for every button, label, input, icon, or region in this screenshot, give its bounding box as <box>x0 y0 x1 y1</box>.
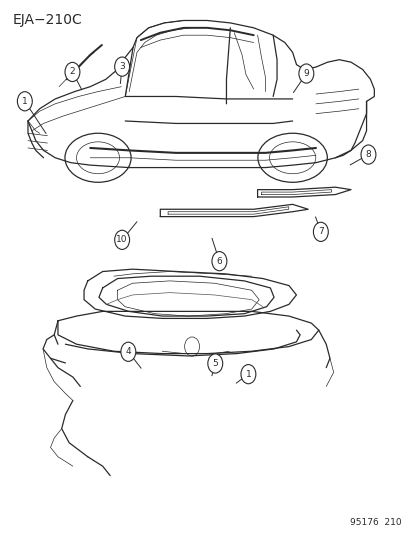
Text: 7: 7 <box>317 228 323 236</box>
Circle shape <box>114 57 129 76</box>
Circle shape <box>313 222 328 241</box>
Text: 9: 9 <box>303 69 309 78</box>
Circle shape <box>360 145 375 164</box>
Circle shape <box>121 342 135 361</box>
Text: 8: 8 <box>365 150 370 159</box>
Text: 1: 1 <box>245 370 251 378</box>
Text: 95176  210: 95176 210 <box>349 518 401 527</box>
Text: 3: 3 <box>119 62 125 71</box>
Circle shape <box>207 354 222 373</box>
Circle shape <box>17 92 32 111</box>
Circle shape <box>240 365 255 384</box>
Text: EJA−210C: EJA−210C <box>12 13 82 27</box>
Circle shape <box>65 62 80 82</box>
Text: 4: 4 <box>125 348 131 356</box>
Circle shape <box>211 252 226 271</box>
Text: 6: 6 <box>216 257 222 265</box>
Circle shape <box>298 64 313 83</box>
Circle shape <box>114 230 129 249</box>
Text: 1: 1 <box>22 97 28 106</box>
Text: 10: 10 <box>116 236 128 244</box>
Text: 2: 2 <box>69 68 75 76</box>
Text: 5: 5 <box>212 359 218 368</box>
